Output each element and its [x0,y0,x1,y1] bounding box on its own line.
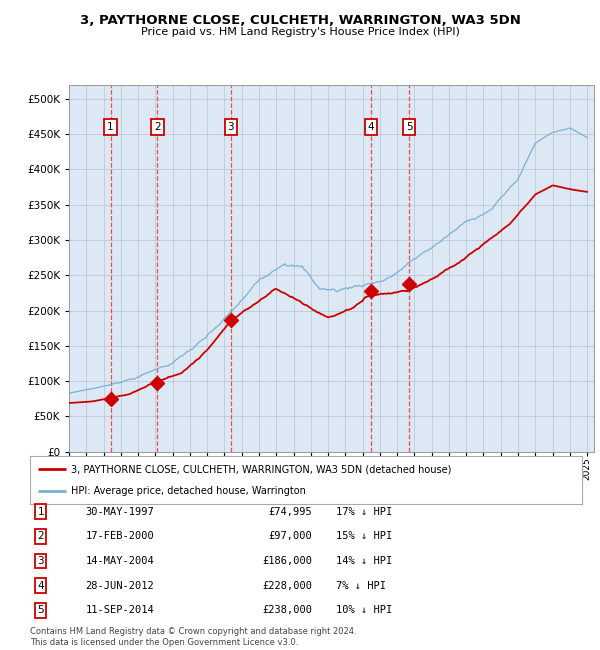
Text: 14% ↓ HPI: 14% ↓ HPI [336,556,392,566]
Text: £74,995: £74,995 [268,506,312,517]
Text: £228,000: £228,000 [262,580,312,591]
Text: 4: 4 [368,122,374,132]
Text: 10% ↓ HPI: 10% ↓ HPI [336,605,392,616]
Text: 1: 1 [37,506,44,517]
Text: 2: 2 [154,122,161,132]
Text: Price paid vs. HM Land Registry's House Price Index (HPI): Price paid vs. HM Land Registry's House … [140,27,460,37]
Text: £238,000: £238,000 [262,605,312,616]
Text: 1: 1 [107,122,114,132]
Text: 14-MAY-2004: 14-MAY-2004 [86,556,154,566]
Text: 30-MAY-1997: 30-MAY-1997 [86,506,154,517]
Text: HPI: Average price, detached house, Warrington: HPI: Average price, detached house, Warr… [71,486,306,496]
Text: 2: 2 [37,531,44,541]
Text: 4: 4 [37,580,44,591]
Text: Contains HM Land Registry data © Crown copyright and database right 2024.
This d: Contains HM Land Registry data © Crown c… [30,627,356,647]
Text: 7% ↓ HPI: 7% ↓ HPI [336,580,386,591]
Text: 3, PAYTHORNE CLOSE, CULCHETH, WARRINGTON, WA3 5DN (detached house): 3, PAYTHORNE CLOSE, CULCHETH, WARRINGTON… [71,464,452,474]
Text: 28-JUN-2012: 28-JUN-2012 [86,580,154,591]
Text: 17% ↓ HPI: 17% ↓ HPI [336,506,392,517]
Text: 3: 3 [227,122,234,132]
Text: 3: 3 [37,556,44,566]
Text: £186,000: £186,000 [262,556,312,566]
Text: £97,000: £97,000 [268,531,312,541]
Text: 5: 5 [37,605,44,616]
Text: 17-FEB-2000: 17-FEB-2000 [86,531,154,541]
Text: 5: 5 [406,122,412,132]
Text: 11-SEP-2014: 11-SEP-2014 [86,605,154,616]
Text: 3, PAYTHORNE CLOSE, CULCHETH, WARRINGTON, WA3 5DN: 3, PAYTHORNE CLOSE, CULCHETH, WARRINGTON… [80,14,520,27]
Text: 15% ↓ HPI: 15% ↓ HPI [336,531,392,541]
